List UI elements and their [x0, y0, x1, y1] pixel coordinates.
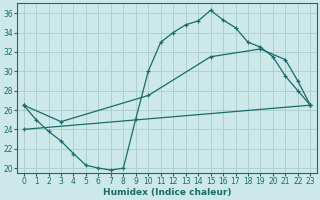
- X-axis label: Humidex (Indice chaleur): Humidex (Indice chaleur): [103, 188, 231, 197]
